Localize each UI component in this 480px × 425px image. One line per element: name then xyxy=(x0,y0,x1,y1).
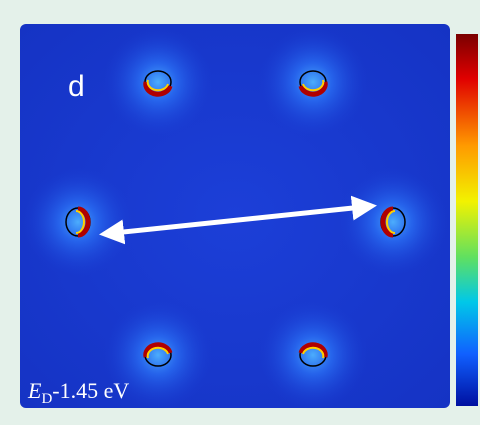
pocket xyxy=(338,167,448,277)
energy-subscript: D xyxy=(41,391,52,407)
panel-label: d xyxy=(68,70,85,103)
figure-panel: d ED-1.45 eV xyxy=(0,0,480,425)
color-bar xyxy=(456,34,478,406)
pocket xyxy=(258,27,368,137)
energy-value: -1.45 eV xyxy=(52,378,129,403)
page: {"panel": {"label": "d", "energy_label":… xyxy=(0,0,480,425)
pocket xyxy=(258,300,368,410)
pocket xyxy=(103,27,213,137)
energy-symbol: E xyxy=(27,378,42,403)
pocket xyxy=(23,167,133,277)
